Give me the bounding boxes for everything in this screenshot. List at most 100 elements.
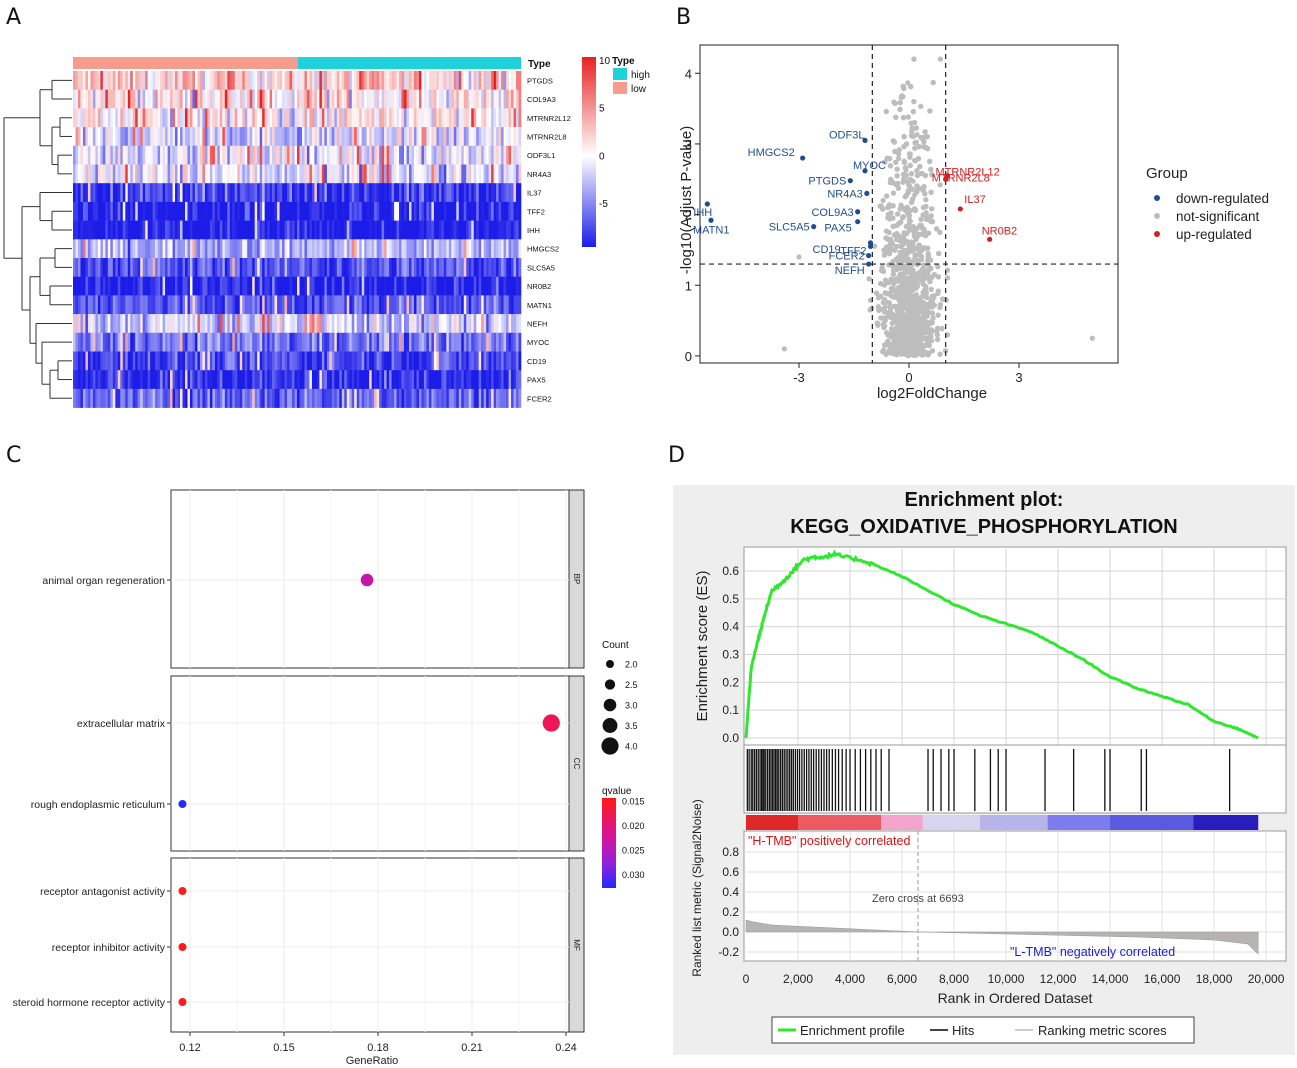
heatmap-cell (488, 89, 492, 109)
heatmap-cell (391, 332, 395, 352)
heatmap-cell (456, 127, 460, 147)
gene-label: PAX5 (527, 376, 546, 385)
heatmap-cell (219, 388, 223, 408)
heatmap-cell (95, 370, 99, 390)
heatmap-cell (135, 71, 139, 90)
heatmap-cell (456, 164, 460, 184)
heatmap-cell (481, 220, 484, 240)
heatmap-cell (172, 388, 176, 408)
heatmap-cell (389, 164, 392, 184)
heatmap-cell (371, 314, 375, 334)
heatmap-cell (463, 295, 467, 315)
heatmap-cell (112, 276, 116, 296)
heatmap-cell (112, 145, 116, 165)
heatmap-cell (120, 258, 124, 277)
heatmap-cell (458, 201, 462, 221)
heatmap-cell (491, 183, 494, 203)
heatmap-cell (491, 127, 494, 147)
heatmap-cell (513, 127, 517, 147)
heatmap-cell (453, 351, 457, 371)
heatmap-cell (461, 89, 465, 109)
heatmap-cell (85, 332, 89, 352)
heatmap-cell (404, 89, 407, 109)
heatmap-cell (82, 201, 86, 221)
heatmap-cell (234, 276, 238, 296)
heatmap-cell (493, 314, 497, 334)
heatmap-cell (167, 71, 171, 90)
heatmap-cell (202, 351, 206, 371)
heatmap-cell (90, 332, 94, 352)
heatmap-cell (516, 71, 519, 90)
heatmap-cell (234, 108, 238, 128)
heatmap-cell (518, 89, 522, 109)
heatmap-cell (451, 370, 455, 390)
heatmap-cell (359, 145, 363, 165)
heatmap-cell (90, 239, 94, 259)
heatmap-cell (483, 220, 487, 240)
heatmap-cell (486, 89, 489, 109)
heatmap-cell (506, 201, 509, 221)
heatmap-cell (100, 276, 104, 296)
heatmap-cell (170, 108, 173, 128)
heatmap-cell (259, 183, 263, 203)
heatmap-cell (416, 89, 420, 109)
heatmap-cell (192, 314, 196, 334)
heatmap-cell (115, 258, 119, 277)
heatmap-cell (122, 164, 126, 184)
heatmap-cell (292, 258, 295, 277)
heatmap-cell (85, 71, 89, 90)
heatmap-cell (483, 108, 487, 128)
heatmap-cell (359, 164, 363, 184)
heatmap-cell (122, 351, 126, 371)
heatmap-cell (324, 351, 328, 371)
heatmap-cell (463, 314, 467, 334)
heatmap-cell (100, 295, 104, 315)
heatmap-cell (242, 332, 246, 352)
heatmap-cell (150, 145, 153, 165)
heatmap-cell (456, 71, 460, 90)
heatmap-cell (466, 239, 470, 259)
heatmap-cell (468, 276, 472, 296)
heatmap-cell (364, 258, 367, 277)
heatmap-cell (155, 351, 158, 371)
heatmap-cell (175, 332, 178, 352)
heatmap-cell (443, 220, 447, 240)
heatmap-cell (473, 145, 477, 165)
heatmap-cell (242, 239, 246, 259)
heatmap-cell (473, 388, 477, 408)
heatmap-cell (498, 145, 502, 165)
heatmap-cell (331, 145, 335, 165)
heatmap-cell (511, 183, 514, 203)
heatmap-cell (167, 164, 171, 184)
heatmap-cell (314, 71, 318, 90)
heatmap-cell (259, 388, 263, 408)
heatmap-cell (294, 239, 298, 259)
heatmap-cell (436, 314, 440, 334)
heatmap-cell (351, 183, 355, 203)
heatmap-cell (73, 108, 76, 128)
heatmap-cell (361, 145, 365, 165)
heatmap-cell (381, 388, 385, 408)
heatmap-cell (379, 388, 382, 408)
heatmap-cell (471, 89, 475, 109)
heatmap-cell (212, 89, 216, 109)
heatmap-cell (90, 258, 94, 277)
heatmap-cell (147, 314, 151, 334)
heatmap-cell (304, 332, 308, 352)
heatmap-cell (486, 314, 489, 334)
gene-label: NR0B2 (527, 282, 551, 291)
heatmap-cell (284, 89, 288, 109)
heatmap-cell (471, 370, 475, 390)
heatmap-cell (349, 276, 353, 296)
heatmap-cell (513, 71, 517, 90)
heatmap-cell (214, 201, 218, 221)
heatmap-cell (155, 295, 158, 315)
heatmap-cell (316, 276, 320, 296)
heatmap-cell (466, 127, 470, 147)
heatmap-cell (334, 276, 338, 296)
heatmap-cell (252, 108, 255, 128)
heatmap-cell (386, 201, 390, 221)
heatmap-cell (359, 370, 363, 390)
heatmap-cell (299, 239, 303, 259)
heatmap-cell (306, 220, 310, 240)
